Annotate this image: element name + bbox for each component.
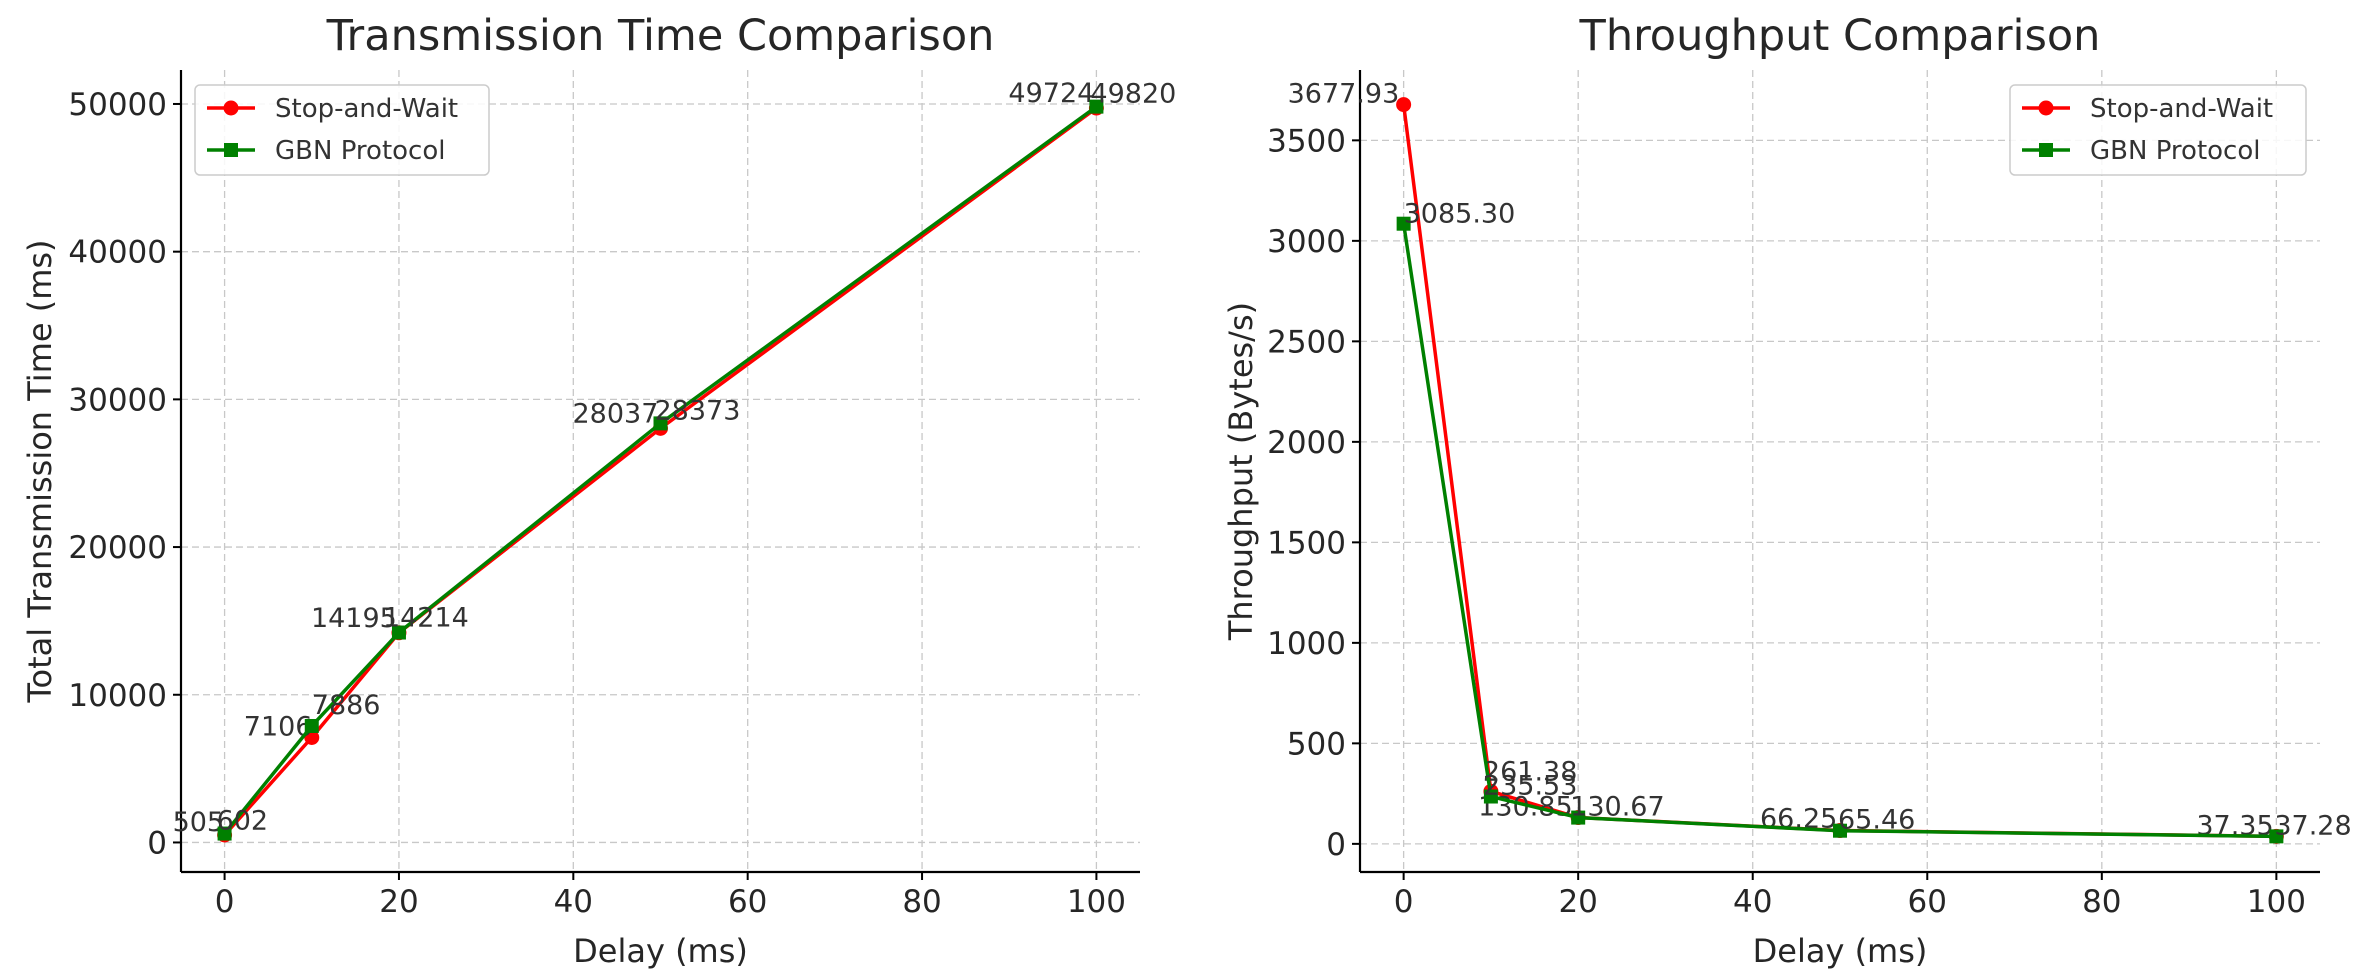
series-line: [1401, 104, 2277, 839]
data-point: [1396, 216, 1411, 231]
data-point: [1396, 97, 1412, 113]
y-tick-label: 2500: [1267, 324, 1346, 360]
y-axis-label: Throughput (Bytes/s): [1222, 302, 1260, 641]
y-tick-label: 0: [147, 825, 167, 861]
data-label: 130.67: [1570, 792, 1664, 823]
y-tick-label: 3500: [1267, 123, 1346, 159]
data-point: [304, 730, 320, 746]
y-axis-label: Total Transmission Time (ms): [21, 239, 59, 703]
series-line: [223, 105, 1098, 835]
data-label: 3677.93: [1288, 79, 1400, 110]
x-tick-label: 60: [1908, 884, 1947, 920]
y-tick-label: 30000: [68, 382, 167, 418]
legend-marker: [224, 143, 238, 157]
data-point: [2269, 829, 2284, 844]
data-label: 49820: [1090, 79, 1176, 110]
data-label: 37.28: [2274, 810, 2351, 841]
legend: Stop-and-Wait GBN Protocol: [194, 84, 490, 176]
data-label: 49724: [1008, 78, 1094, 109]
data-label: 14195: [311, 603, 397, 634]
legend-box: [2009, 84, 2307, 176]
series-line: [223, 106, 1098, 837]
y-tick-label: 500: [1287, 726, 1346, 762]
x-tick-label: 20: [1558, 884, 1597, 920]
data-label: 261.38: [1483, 756, 1577, 787]
data-point: [653, 416, 668, 431]
x-axis-label: Delay (ms): [1753, 932, 1928, 970]
data-label: 28037: [573, 398, 659, 429]
legend: Stop-and-Wait GBN Protocol: [2009, 84, 2307, 176]
y-tick-label: 3000: [1267, 224, 1346, 260]
x-tick-label: 100: [1067, 884, 1126, 920]
legend-marker: [223, 100, 239, 116]
x-tick-label: 0: [215, 884, 235, 920]
data-label: 3085.30: [1404, 199, 1516, 230]
x-tick-label: 40: [1733, 884, 1772, 920]
chart-title: Throughput Comparison: [1579, 11, 2101, 61]
series-line: [1401, 223, 2277, 839]
data-label: 7886: [312, 690, 381, 721]
legend-marker: [2039, 143, 2053, 157]
y-tick-label: 40000: [68, 235, 167, 271]
legend-label: GBN Protocol: [275, 136, 445, 166]
y-tick-label: 1000: [1267, 626, 1346, 662]
data-label: 14214: [383, 603, 469, 634]
x-tick-label: 0: [1394, 884, 1414, 920]
data-point: [1483, 789, 1498, 804]
data-label: 28373: [655, 395, 741, 426]
y-tick-label: 20000: [68, 530, 167, 566]
y-tick-label: 10000: [68, 678, 167, 714]
data-point: [391, 625, 406, 640]
legend-label: Stop-and-Wait: [275, 94, 458, 124]
x-tick-label: 80: [902, 884, 941, 920]
y-tick-label: 2000: [1267, 425, 1346, 461]
x-tick-label: 80: [2082, 884, 2121, 920]
x-tick-label: 40: [554, 884, 593, 920]
data-label: 65.46: [1838, 805, 1915, 836]
series-gbn-protocol: 602 7886 14214 28373 49820: [217, 79, 1176, 841]
data-label: 505: [173, 807, 225, 838]
chart-panel-2: 0 20 40 60 80 1000500100015002000250030003500…: [1222, 11, 2352, 970]
chart-title: Transmission Time Comparison: [326, 11, 995, 61]
y-tick-label: 50000: [68, 87, 167, 123]
data-label: 235.53: [1483, 771, 1577, 802]
x-tick-label: 100: [2247, 884, 2306, 920]
data-point: [1089, 99, 1104, 114]
legend-marker: [2038, 100, 2054, 116]
x-tick-label: 20: [379, 884, 418, 920]
legend-box: [194, 84, 490, 176]
x-axis-label: Delay (ms): [573, 932, 748, 970]
data-point: [1833, 823, 1847, 838]
y-tick-label: 0: [1326, 827, 1346, 863]
legend-label: GBN Protocol: [2090, 136, 2260, 166]
data-point: [1571, 810, 1586, 825]
x-tick-label: 60: [728, 884, 767, 920]
data-point: [304, 718, 319, 733]
legend-label: Stop-and-Wait: [2090, 94, 2273, 124]
data-point: [217, 826, 232, 841]
y-tick-label: 1500: [1267, 525, 1346, 561]
chart-panel-1: 0 20 40 60 80 100 0 10000 20000 30000 40000 50000 Tr…: [21, 11, 1176, 970]
data-label: 602: [217, 806, 269, 837]
